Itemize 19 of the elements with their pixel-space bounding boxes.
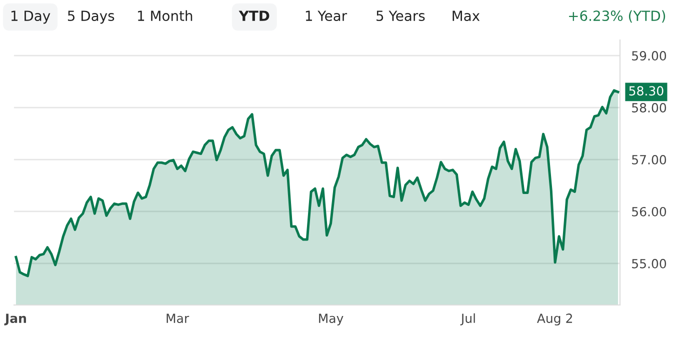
- x-tick-label: Mar: [166, 314, 190, 324]
- y-tick-label: 55.00: [632, 258, 666, 268]
- x-tick-label: Aug 2: [537, 314, 572, 326]
- x-tick-label: Jan: [4, 314, 26, 326]
- text: YTD: [238, 10, 270, 21]
- y-tick-label: 58.00: [632, 103, 666, 112]
- text: 5 Days: [68, 10, 114, 24]
- x-tick-label: Jul: [460, 313, 475, 326]
- text: 5 Years: [376, 10, 425, 22]
- text: 1 Year: [306, 10, 348, 22]
- text: +6.23% (YTD): [569, 10, 666, 23]
- text: Max: [452, 10, 480, 22]
- y-tick-label: 57.00: [632, 154, 666, 164]
- data-label: 58.30: [629, 86, 664, 96]
- y-tick-label: 59.00: [632, 51, 666, 61]
- text: 1 Day: [11, 10, 50, 24]
- y-tick-label: 56.00: [632, 206, 666, 216]
- text: 1 Month: [138, 10, 192, 22]
- x-tick-label: May: [319, 314, 344, 326]
